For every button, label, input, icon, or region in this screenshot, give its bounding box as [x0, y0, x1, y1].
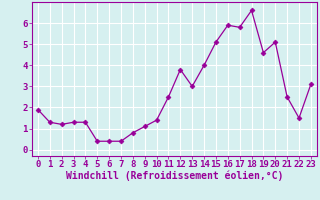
X-axis label: Windchill (Refroidissement éolien,°C): Windchill (Refroidissement éolien,°C)	[66, 171, 283, 181]
